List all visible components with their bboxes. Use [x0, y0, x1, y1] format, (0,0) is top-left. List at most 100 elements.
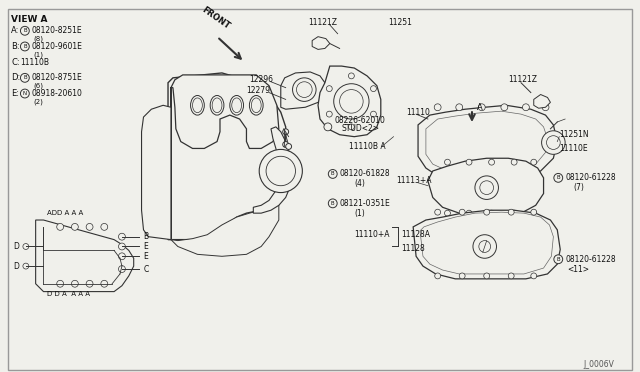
- Text: (2): (2): [34, 98, 44, 105]
- Text: B: B: [331, 201, 335, 206]
- Circle shape: [20, 89, 29, 98]
- Circle shape: [285, 144, 292, 150]
- Text: B: B: [331, 171, 335, 176]
- Polygon shape: [171, 201, 279, 256]
- Text: D: D: [13, 262, 19, 270]
- Text: 12279: 12279: [246, 86, 271, 95]
- Circle shape: [57, 224, 63, 230]
- Text: C: C: [143, 264, 148, 273]
- Text: 11110B A: 11110B A: [349, 142, 386, 151]
- Circle shape: [511, 210, 517, 216]
- Circle shape: [508, 209, 514, 215]
- Text: 11128A: 11128A: [401, 230, 430, 239]
- Text: 11113+A: 11113+A: [397, 176, 432, 185]
- Polygon shape: [141, 105, 171, 240]
- Text: 11128: 11128: [401, 244, 425, 253]
- Text: J_0006V: J_0006V: [583, 360, 614, 369]
- Circle shape: [456, 104, 463, 111]
- Circle shape: [479, 241, 491, 252]
- Text: 08121-0351E: 08121-0351E: [340, 199, 390, 208]
- Circle shape: [484, 209, 490, 215]
- Circle shape: [328, 170, 337, 178]
- Text: 11121Z: 11121Z: [508, 75, 537, 84]
- Polygon shape: [281, 72, 325, 109]
- Ellipse shape: [210, 96, 224, 115]
- Circle shape: [475, 176, 499, 199]
- Text: A:: A:: [11, 26, 19, 35]
- Text: B: B: [23, 28, 27, 33]
- Text: (6): (6): [34, 83, 44, 89]
- Circle shape: [259, 150, 302, 193]
- Circle shape: [466, 159, 472, 165]
- Circle shape: [489, 159, 495, 165]
- Text: (7): (7): [573, 183, 584, 192]
- Text: B: B: [556, 175, 560, 180]
- Text: ADD A A A: ADD A A A: [47, 210, 84, 216]
- Circle shape: [541, 131, 565, 154]
- Circle shape: [531, 210, 537, 216]
- Text: D D A  A A A: D D A A A A: [47, 291, 90, 296]
- Text: E:: E:: [11, 89, 19, 98]
- Circle shape: [328, 199, 337, 208]
- Circle shape: [340, 90, 363, 113]
- Text: 08120-9601E: 08120-9601E: [32, 42, 83, 51]
- Text: 11251: 11251: [388, 19, 413, 28]
- Circle shape: [86, 224, 93, 230]
- Circle shape: [435, 209, 440, 215]
- Text: 08226-62010: 08226-62010: [335, 116, 385, 125]
- Text: (4): (4): [355, 179, 365, 188]
- Polygon shape: [428, 158, 543, 217]
- Polygon shape: [312, 37, 330, 49]
- Circle shape: [489, 210, 495, 216]
- Circle shape: [522, 104, 529, 111]
- Text: FRONT: FRONT: [200, 5, 232, 31]
- Text: 11110+A: 11110+A: [355, 230, 390, 239]
- Ellipse shape: [230, 96, 243, 115]
- Circle shape: [478, 104, 485, 111]
- Ellipse shape: [232, 98, 241, 113]
- Text: D: D: [13, 242, 19, 251]
- Text: A: A: [477, 103, 483, 112]
- Circle shape: [292, 78, 316, 102]
- Polygon shape: [168, 73, 285, 240]
- Polygon shape: [534, 94, 550, 108]
- Text: 11110E: 11110E: [559, 144, 588, 153]
- Text: 12296: 12296: [250, 75, 273, 84]
- Text: (8): (8): [34, 35, 44, 42]
- Circle shape: [72, 280, 78, 287]
- Ellipse shape: [193, 98, 202, 113]
- Text: 08120-8251E: 08120-8251E: [32, 26, 83, 35]
- Circle shape: [348, 124, 355, 130]
- Circle shape: [72, 224, 78, 230]
- Text: 08120-61228: 08120-61228: [565, 173, 616, 182]
- Text: B: B: [143, 232, 148, 241]
- Circle shape: [480, 181, 493, 195]
- Polygon shape: [418, 105, 557, 180]
- Polygon shape: [253, 127, 292, 213]
- Circle shape: [20, 73, 29, 82]
- Ellipse shape: [191, 96, 204, 115]
- Text: C:: C:: [11, 58, 20, 67]
- Text: 11110B: 11110B: [20, 58, 49, 67]
- Circle shape: [283, 129, 289, 135]
- Circle shape: [434, 104, 441, 111]
- Circle shape: [542, 104, 549, 111]
- Text: 11251N: 11251N: [559, 130, 589, 139]
- Text: B: B: [23, 44, 27, 49]
- Circle shape: [86, 280, 93, 287]
- Ellipse shape: [250, 96, 263, 115]
- Polygon shape: [36, 220, 134, 292]
- Text: B: B: [23, 76, 27, 80]
- Text: (1): (1): [34, 51, 44, 58]
- Polygon shape: [413, 210, 560, 279]
- Circle shape: [118, 233, 125, 240]
- Polygon shape: [318, 66, 381, 137]
- Text: <11>: <11>: [567, 264, 589, 273]
- Circle shape: [466, 210, 472, 216]
- Circle shape: [531, 159, 537, 165]
- Text: N: N: [23, 91, 27, 96]
- Text: 11110: 11110: [406, 108, 430, 117]
- Circle shape: [326, 86, 332, 92]
- Ellipse shape: [252, 98, 261, 113]
- Circle shape: [445, 210, 451, 216]
